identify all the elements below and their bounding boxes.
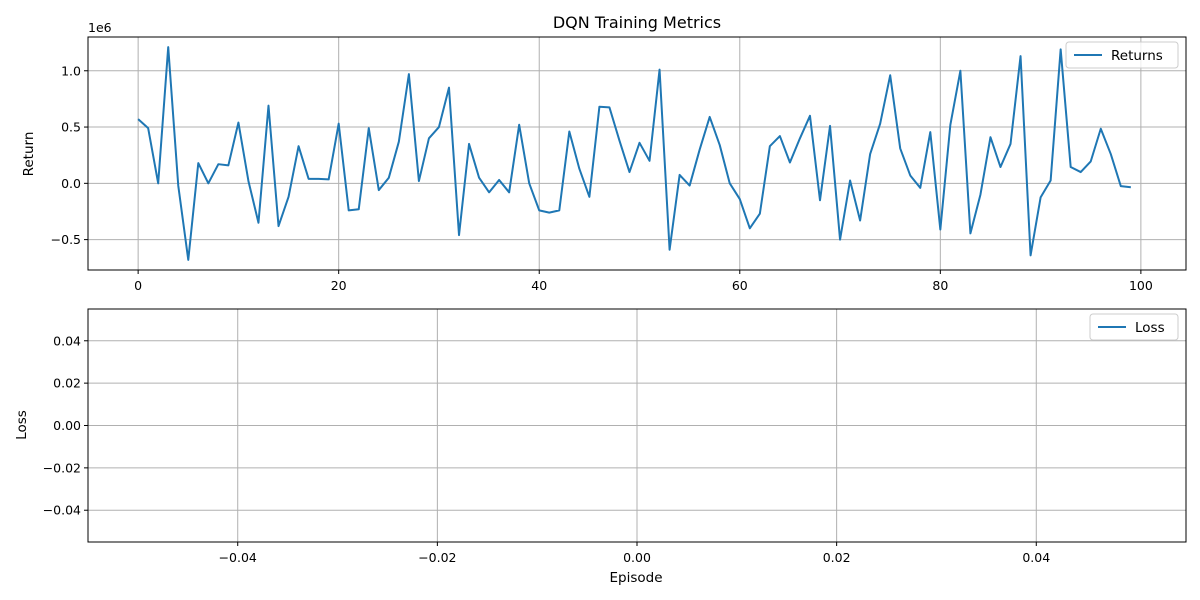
loss-legend-label: Loss xyxy=(1135,320,1165,336)
returns-y-tick-label: 0.0 xyxy=(61,176,81,191)
returns-x-tick-label: 0 xyxy=(134,278,142,293)
returns-series-line xyxy=(137,46,1131,261)
y-offset-label: 1e6 xyxy=(88,20,112,35)
returns-x-tick-label: 20 xyxy=(331,278,347,293)
returns-y-tick-label: 0.5 xyxy=(61,120,81,135)
loss-y-tick-label: 0.04 xyxy=(53,333,81,348)
loss-x-tick-label: 0.02 xyxy=(823,550,851,565)
x-axis-label: Episode xyxy=(609,570,662,586)
loss-x-tick-label: −0.02 xyxy=(418,550,456,565)
loss-legend xyxy=(1089,313,1179,341)
returns-plot: 0 20 40 60 80 100 −0.5 0.0 0.5 1.0 Returns xyxy=(51,36,1187,293)
loss-y-tick-label: −0.04 xyxy=(43,503,81,518)
returns-axes-frame xyxy=(87,36,1187,271)
returns-y-tick-label: −0.5 xyxy=(51,232,81,247)
loss-x-tick-label: −0.04 xyxy=(219,550,257,565)
loss-x-tick-label: 0.04 xyxy=(1022,550,1050,565)
returns-x-tick-label: 100 xyxy=(1129,278,1153,293)
loss-x-tick-label: 0.00 xyxy=(623,550,651,565)
returns-plot-area xyxy=(88,37,1186,270)
returns-y-tick-label: 1.0 xyxy=(61,63,81,78)
loss-y-axis-label: Loss xyxy=(14,410,30,440)
returns-x-tick-label: 60 xyxy=(732,278,748,293)
loss-y-tick-label: −0.02 xyxy=(43,460,81,475)
returns-legend xyxy=(1065,41,1179,69)
loss-plot: −0.04 −0.02 0.00 0.02 0.04 −0.04 −0.02 0.00 0.02… xyxy=(43,308,1187,565)
returns-y-axis-label: Return xyxy=(21,132,37,177)
loss-y-tick-label: 0.02 xyxy=(53,376,81,391)
returns-legend-label: Returns xyxy=(1111,48,1163,64)
returns-x-tick-label: 40 xyxy=(531,278,547,293)
loss-y-tick-label: 0.00 xyxy=(53,418,81,433)
returns-x-tick-label: 80 xyxy=(932,278,948,293)
chart-title: DQN Training Metrics xyxy=(553,13,721,32)
